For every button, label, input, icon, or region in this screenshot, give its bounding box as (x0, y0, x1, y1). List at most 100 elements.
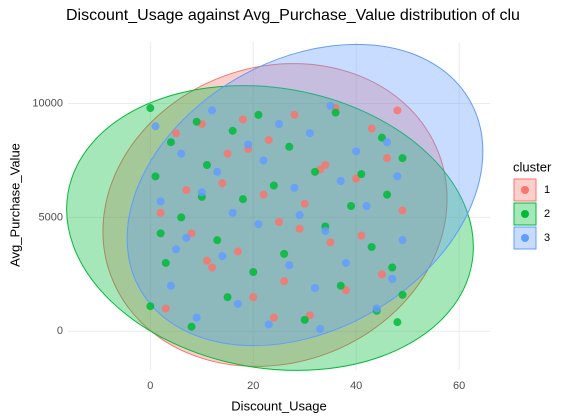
point (151, 172, 160, 181)
point (213, 167, 222, 176)
point (156, 208, 165, 217)
point (192, 117, 201, 126)
y-tick-label: 5000 (39, 211, 63, 223)
y-tick-label: 10000 (32, 97, 63, 109)
point (208, 263, 217, 272)
point (166, 281, 175, 290)
point (151, 122, 160, 131)
point (295, 211, 304, 220)
point (398, 206, 407, 215)
point (172, 245, 181, 254)
point (398, 154, 407, 163)
x-tick-label: 0 (147, 380, 153, 392)
point (352, 147, 361, 156)
point (166, 138, 175, 147)
point (393, 172, 402, 181)
point (383, 138, 392, 147)
point (249, 268, 258, 277)
point (249, 293, 258, 302)
point (177, 149, 186, 158)
point (228, 208, 237, 217)
point (290, 183, 299, 192)
x-axis-title: Discount_Usage (231, 398, 326, 413)
point (238, 195, 247, 204)
point (208, 106, 217, 115)
point (146, 302, 155, 311)
point (264, 135, 273, 144)
point (223, 293, 232, 302)
point (223, 149, 232, 158)
ellipse-1 (102, 63, 448, 367)
point (321, 161, 330, 169)
point (187, 322, 196, 331)
chart-title: Discount_Usage against Avg_Purchase_Valu… (66, 7, 520, 24)
legend-marker (521, 234, 529, 242)
point (362, 202, 371, 210)
grid-layer (68, 42, 490, 370)
legend-title: cluster (513, 159, 552, 174)
ellipse-2 (66, 85, 474, 371)
point (202, 161, 211, 169)
point (393, 106, 402, 115)
point (177, 213, 186, 222)
ellipses (66, 43, 484, 371)
point (300, 199, 309, 208)
point (290, 110, 299, 119)
point (336, 281, 345, 290)
point (275, 120, 283, 128)
point (182, 233, 191, 242)
legend-label: 3 (544, 232, 550, 244)
point (228, 126, 237, 135)
point (244, 140, 253, 149)
point (259, 156, 268, 165)
point (285, 261, 294, 270)
point (321, 227, 330, 236)
legend-label: 2 (544, 208, 550, 220)
point (367, 243, 376, 251)
legend-marker (521, 186, 529, 194)
point (398, 290, 407, 299)
point (285, 142, 294, 151)
point (218, 252, 227, 261)
point (326, 238, 335, 247)
point (336, 176, 345, 185)
point (393, 318, 402, 327)
point (156, 229, 165, 238)
point (398, 236, 407, 245)
point (311, 284, 320, 292)
point (280, 277, 289, 286)
point (311, 167, 320, 176)
point (383, 190, 392, 199)
x-tick-label: 20 (247, 380, 259, 392)
point (172, 129, 181, 138)
legend: 1 2 3 (513, 178, 550, 250)
point (187, 229, 196, 238)
point (388, 274, 397, 283)
point (280, 249, 289, 258)
point (316, 325, 325, 333)
point (295, 224, 304, 233)
point (305, 129, 314, 138)
point (275, 217, 283, 226)
point (372, 304, 381, 313)
point (326, 101, 335, 110)
point (156, 197, 165, 206)
y-axis-title: Avg_Purchase_Value (7, 143, 22, 267)
point (341, 258, 350, 267)
point (357, 170, 366, 179)
x-tick-label: 60 (453, 380, 465, 392)
legend-label: 1 (544, 184, 550, 196)
point (161, 258, 170, 267)
point (377, 270, 386, 279)
point (192, 313, 201, 322)
point (269, 313, 278, 322)
point (254, 110, 263, 119)
point (367, 124, 376, 133)
point (259, 190, 268, 199)
point (357, 231, 366, 240)
point (341, 286, 350, 295)
point (352, 174, 361, 183)
point (197, 188, 206, 197)
point (300, 315, 309, 324)
